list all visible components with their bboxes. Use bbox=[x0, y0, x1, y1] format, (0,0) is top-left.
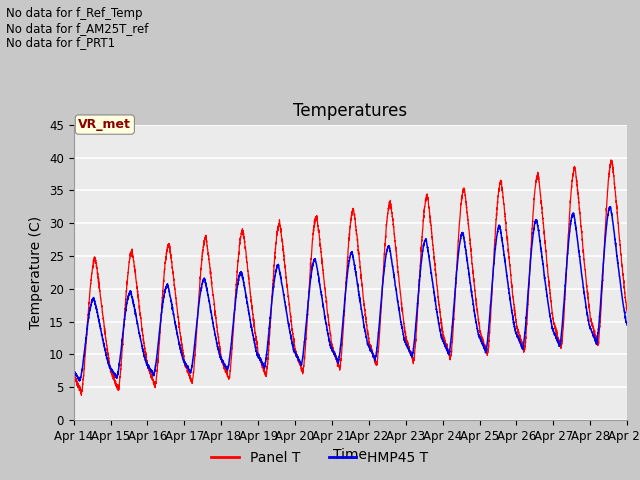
X-axis label: Time: Time bbox=[333, 448, 367, 462]
HMP45 T bbox=[70, 369, 77, 374]
HMP45 T bbox=[475, 332, 483, 337]
Panel T bbox=[77, 393, 85, 398]
HMP45 T bbox=[76, 378, 83, 384]
Line: Panel T: Panel T bbox=[74, 160, 627, 396]
HMP45 T bbox=[444, 348, 452, 354]
HMP45 T bbox=[607, 204, 614, 210]
Panel T bbox=[444, 346, 452, 352]
Panel T bbox=[623, 306, 630, 312]
Text: VR_met: VR_met bbox=[78, 118, 131, 131]
Panel T bbox=[607, 157, 614, 163]
HMP45 T bbox=[623, 320, 630, 326]
Panel T bbox=[70, 369, 77, 375]
HMP45 T bbox=[170, 309, 177, 314]
Text: No data for f_AM25T_ref: No data for f_AM25T_ref bbox=[6, 22, 148, 35]
Panel T bbox=[623, 310, 631, 315]
Y-axis label: Temperature (C): Temperature (C) bbox=[29, 216, 44, 329]
Panel T bbox=[506, 262, 514, 268]
HMP45 T bbox=[330, 350, 338, 356]
Panel T bbox=[330, 348, 338, 354]
Line: HMP45 T: HMP45 T bbox=[74, 207, 627, 381]
HMP45 T bbox=[506, 295, 514, 300]
Text: No data for f_PRT1: No data for f_PRT1 bbox=[6, 36, 116, 49]
Legend: Panel T, HMP45 T: Panel T, HMP45 T bbox=[206, 445, 434, 471]
HMP45 T bbox=[623, 323, 631, 328]
Panel T bbox=[475, 316, 483, 322]
Panel T bbox=[170, 272, 177, 278]
Title: Temperatures: Temperatures bbox=[293, 102, 408, 120]
Text: No data for f_Ref_Temp: No data for f_Ref_Temp bbox=[6, 7, 143, 20]
